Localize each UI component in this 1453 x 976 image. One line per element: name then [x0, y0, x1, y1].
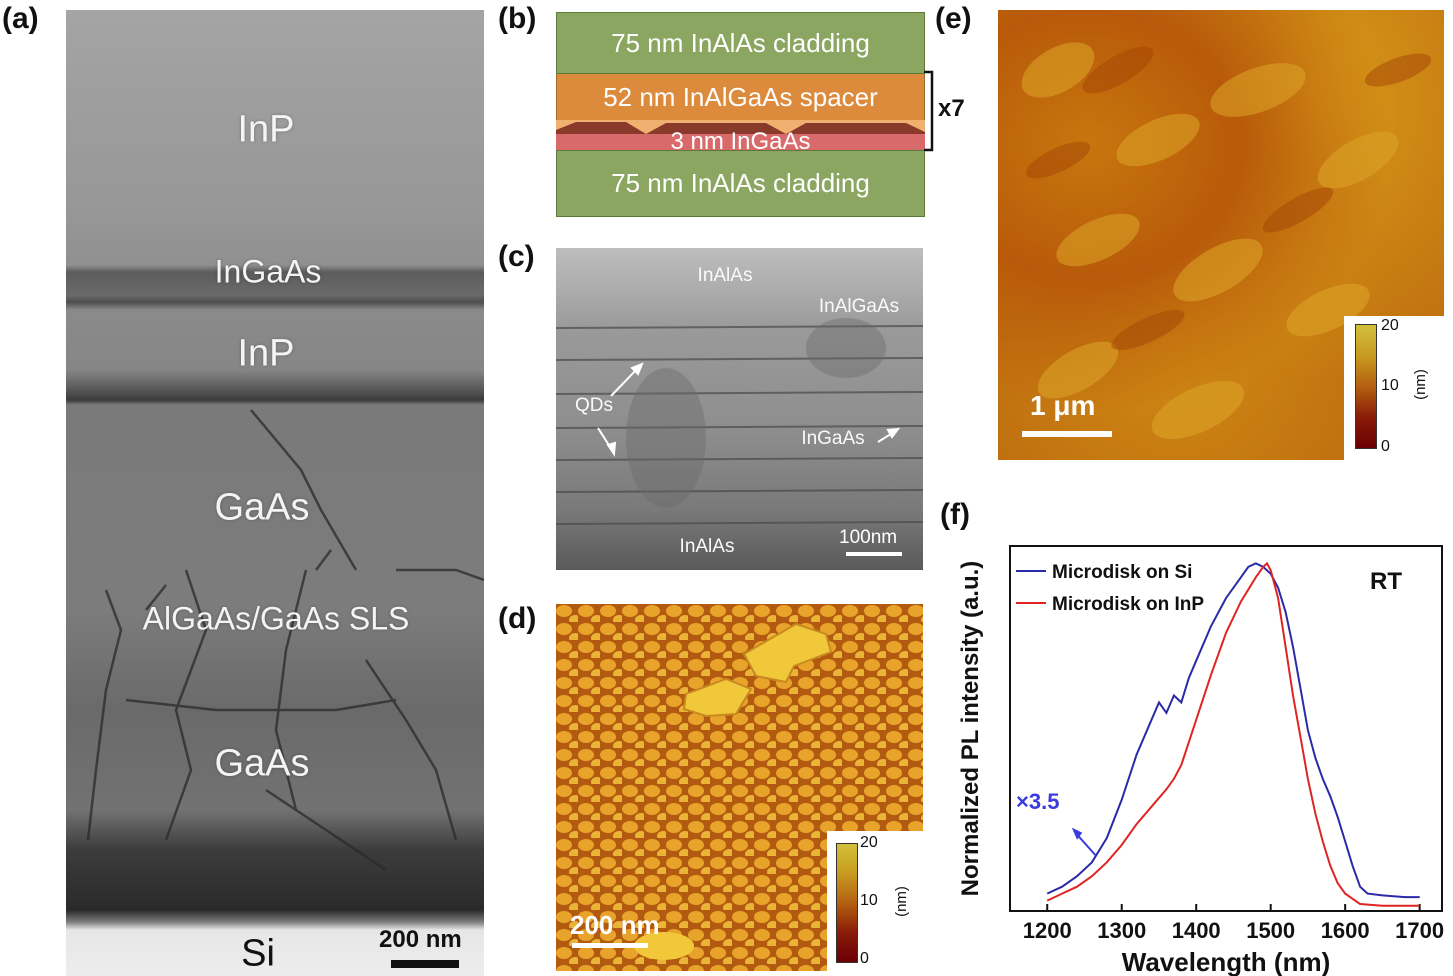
d-scale-bar [572, 943, 648, 948]
panel-f-label: (f) [940, 498, 970, 531]
scale-factor-annotation: ×3.5 [1016, 789, 1059, 814]
panel-b-schematic: 75 nm InAlAs cladding 52 nm InAlGaAs spa… [556, 12, 925, 217]
b-quantum-dots [556, 120, 925, 134]
panel-e-afm-image: 1 μm [998, 10, 1444, 460]
panel-e-label: (e) [935, 2, 972, 35]
series-line-1 [1046, 561, 1420, 907]
d-scale-bar-label: 200 nm [570, 910, 660, 940]
x-tick-label: 1600 [1321, 918, 1370, 943]
d-colorbar [836, 843, 858, 963]
e-scale-bar [1022, 431, 1112, 437]
a-layer-ingaas: InGaAs [214, 253, 322, 290]
c-label-top-inalas: InAlAs [697, 265, 753, 286]
x-tick-label: 1500 [1246, 918, 1295, 943]
b-repeat-label: x7 [938, 95, 965, 122]
panel-d-afm-image: 200 nm [556, 604, 923, 971]
panel-d-label: (d) [498, 602, 537, 635]
x-tick-label: 1700 [1395, 918, 1444, 943]
a-layer-inp-mid: InP [237, 332, 295, 375]
a-layer-sls: AlGaAs/GaAs SLS [142, 600, 410, 637]
panel-f-chart: 1200 1300 1400 1500 1600 1700 Wavelength (nm) N… [957, 545, 1444, 976]
c-label-qds: QDs [575, 395, 613, 416]
x-tick-label: 1400 [1172, 918, 1221, 943]
panel-b-label: (b) [498, 2, 537, 35]
a-layer-gaas-bottom: GaAs [214, 742, 310, 785]
a-scale-bar-label: 200 nm [379, 926, 462, 953]
e-colorbar-mid: 10 [1381, 377, 1399, 394]
e-colorbar [1355, 324, 1377, 449]
plot-frame [1009, 545, 1443, 912]
c-label-bottom-inalas: InAlAs [679, 536, 735, 557]
a-layer-si: Si [241, 932, 275, 975]
a-layer-gaas-top: GaAs [214, 486, 310, 529]
panel-c-label: (c) [498, 240, 535, 273]
legend-label-1: Microdisk on InP [1052, 594, 1204, 615]
b-repeat-bracket [924, 70, 934, 152]
x-axis-label: Wavelength (nm) [1122, 947, 1330, 976]
scale-arrow-head [1071, 827, 1083, 840]
panel-a-label: (a) [2, 2, 39, 35]
c-label-ingaas: InGaAs [801, 428, 865, 449]
legend-label-0: Microdisk on Si [1052, 562, 1192, 583]
panel-a-tem-image: InP InGaAs InP GaAs AlGaAs/GaAs SLS GaAs… [66, 10, 484, 976]
y-axis-label: Normalized PL intensity (a.u.) [957, 561, 984, 897]
b-bottom-cladding: 75 nm InAlAs cladding [556, 150, 925, 217]
e-scale-bar-label: 1 μm [1030, 390, 1096, 421]
e-colorbar-min: 0 [1381, 438, 1390, 455]
panel-c-tem-image: InAlAs InAlGaAs QDs InGaAs InAlAs 100nm [556, 248, 923, 570]
b-spacer: 52 nm InAlGaAs spacer [556, 74, 925, 120]
d-colorbar-min: 0 [860, 950, 869, 967]
scale-arrow-line [1076, 833, 1097, 857]
c-label-inalgaas: InAlGaAs [818, 296, 900, 317]
x-tick-label: 1200 [1023, 918, 1072, 943]
rt-annotation: RT [1370, 568, 1402, 595]
b-top-cladding: 75 nm InAlAs cladding [556, 12, 925, 74]
x-tick-label: 1300 [1097, 918, 1146, 943]
e-colorbar-unit: (nm) [1411, 369, 1429, 400]
a-scale-bar [391, 960, 459, 968]
d-colorbar-max: 20 [860, 834, 878, 851]
series-line-0 [1046, 562, 1420, 899]
b-ingaas-well: 3 nm InGaAs [556, 128, 925, 155]
a-layer-inp-top: InP [237, 108, 295, 151]
d-colorbar-mid: 10 [860, 892, 878, 909]
d-colorbar-unit: (nm) [892, 886, 910, 917]
e-colorbar-max: 20 [1381, 317, 1399, 334]
c-scale-bar [846, 552, 902, 556]
c-scale-bar-label: 100nm [839, 527, 898, 548]
